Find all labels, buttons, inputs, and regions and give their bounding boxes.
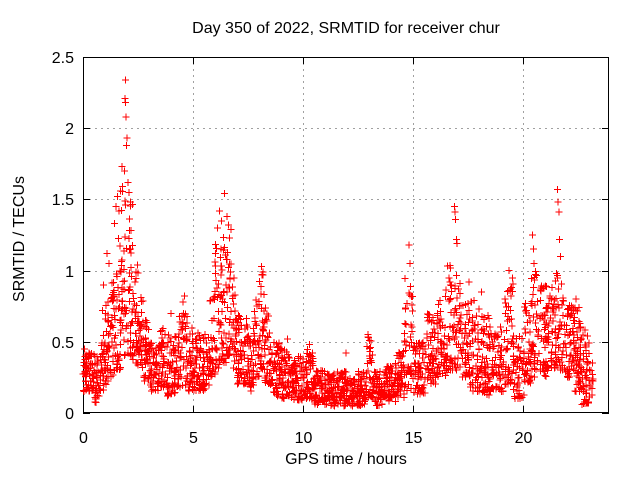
tick-mark-path [83, 57, 609, 414]
y-tick-label: 0 [65, 406, 74, 423]
y-tick-label: 2.5 [52, 50, 74, 67]
x-tick-label: 20 [515, 430, 533, 447]
x-tick-label: 0 [79, 430, 88, 447]
y-tick-label: 2 [65, 121, 74, 138]
x-tick-label: 5 [189, 430, 198, 447]
chart-title: Day 350 of 2022, SRMTID for receiver chu… [192, 20, 500, 37]
y-tick-label: 1 [65, 264, 74, 281]
y-tick-label: 0.5 [52, 335, 74, 352]
y-tick-label: 1.5 [52, 192, 74, 209]
x-tick-label: 15 [405, 430, 423, 447]
x-axis-label: GPS time / hours [285, 451, 407, 468]
y-axis-label: SRMTID / TECUs [11, 176, 28, 302]
x-tick-label: 10 [295, 430, 313, 447]
plot-border [83, 57, 609, 413]
tick-labels: 0 5 10 15 20 0 0.5 1 1.5 2 2.5 [52, 50, 533, 447]
scatter-points [79, 76, 597, 410]
axis-ticks [83, 57, 609, 414]
